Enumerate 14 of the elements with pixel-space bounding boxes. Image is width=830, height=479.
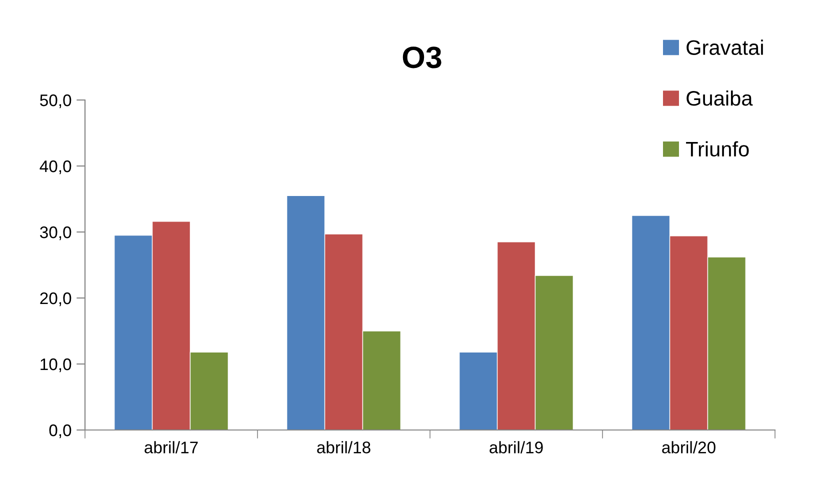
y-tick-label: 50,0 [40,94,72,108]
x-tick-label: abril/17 [144,441,198,454]
y-tick-label: 40,0 [40,160,72,174]
y-tick-label: 10,0 [40,358,72,372]
legend-label: Gravatai [686,40,763,55]
x-tick-label: abril/19 [490,441,543,454]
y-tick-label: 20,0 [40,292,72,306]
legend-label: Guaiba [686,90,753,106]
y-tick-label: 30,0 [40,226,72,240]
x-tick-label: abril/20 [662,441,716,454]
y-tick-label: 0,0 [49,424,72,438]
chart-title: O3 [402,46,442,68]
x-tick-label: abril/18 [317,441,370,454]
legend-label: Triunfo [686,141,749,157]
